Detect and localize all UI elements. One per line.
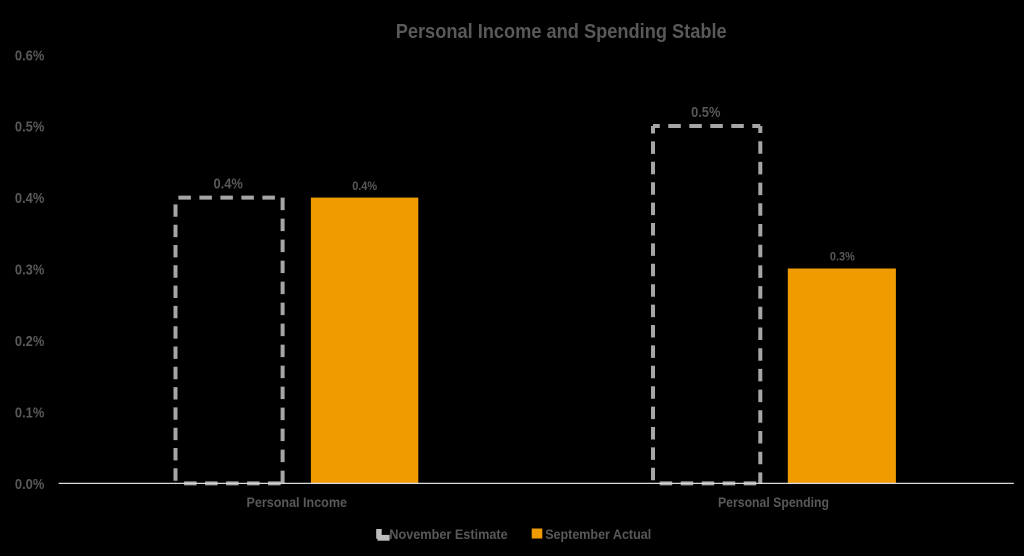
svg-text:Personal Income and Spending S: Personal Income and Spending Stable xyxy=(396,20,727,43)
svg-text:Personal Income: Personal Income xyxy=(247,495,348,510)
svg-text:0.4%: 0.4% xyxy=(352,179,377,193)
svg-text:September Actual: September Actual xyxy=(545,526,651,542)
svg-text:0.2%: 0.2% xyxy=(15,333,44,350)
svg-text:0.1%: 0.1% xyxy=(15,404,44,421)
svg-text:0.3%: 0.3% xyxy=(830,250,855,264)
svg-text:0.0%: 0.0% xyxy=(15,476,44,493)
svg-text:0.3%: 0.3% xyxy=(15,262,44,279)
svg-text:0.5%: 0.5% xyxy=(691,104,720,121)
svg-text:0.5%: 0.5% xyxy=(15,119,44,136)
svg-text:Personal Spending: Personal Spending xyxy=(718,495,829,510)
svg-text:November Estimate: November Estimate xyxy=(389,526,508,542)
svg-text:0.4%: 0.4% xyxy=(214,176,243,193)
svg-text:0.6%: 0.6% xyxy=(15,47,44,64)
svg-text:0.4%: 0.4% xyxy=(15,190,44,207)
